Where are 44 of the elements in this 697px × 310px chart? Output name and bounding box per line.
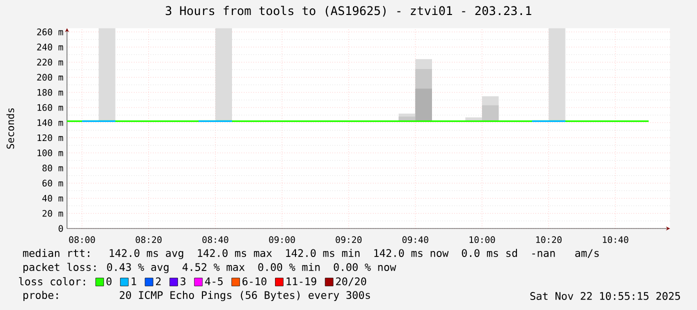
y-tick-label: 20 m (42, 210, 64, 217)
x-tick-label: 08:40 (202, 236, 228, 244)
legend-label: 20/20 (336, 277, 366, 286)
y-tick-label: 40 m (42, 194, 64, 202)
x-tick-label: 10:40 (602, 236, 628, 244)
text: packet loss: 0.43 % avg 4.52 % max 0.00 % min 0.00 % now (23, 262, 396, 274)
legend-label: 3 (180, 277, 186, 286)
y-tick-label: 160 m (38, 104, 64, 111)
legend-label: 6-10 (242, 277, 266, 286)
y-tick-label: 60 m (42, 180, 64, 187)
x-tick-label: 09:00 (269, 236, 295, 244)
x-tick-label: 10:20 (536, 236, 562, 244)
x-tick-label: 09:40 (402, 236, 428, 244)
legend-title: loss color: (19, 277, 85, 286)
x-tick-label: 09:20 (336, 236, 362, 244)
bar (548, 28, 566, 122)
x-tick-label: 08:00 (69, 236, 95, 244)
y-tick-label: 80 m (42, 164, 64, 172)
bar (415, 88, 432, 122)
y-tick-label: 260 m (37, 28, 64, 36)
legend-label: 1 (132, 277, 136, 286)
y-tick-label: 220 m (37, 58, 64, 66)
y-tick-label: 180 m (38, 89, 64, 96)
y-tick-label: 100 m (38, 150, 64, 156)
chart-title: 3 Hours from tools to (AS19625) - ztvi01 - 203.23.1 (166, 6, 532, 17)
y-tick-label: 120 m (38, 134, 64, 142)
y-tick-label: 140 m (38, 119, 64, 126)
bar (98, 28, 116, 122)
y-tick-label: 240 m (37, 44, 64, 50)
legend-label: 4-5 (205, 277, 223, 286)
legend-label: 0 (106, 277, 112, 286)
y-tick-label: 200 m (37, 74, 64, 81)
text: median rtt: 142.0 ms avg 142.0 ms max 142.0 ms min 142.0 ms now 0.0 ms sd -nan am/s (23, 248, 599, 260)
legend-label: 11-19 (286, 277, 316, 286)
bar (215, 28, 232, 122)
bar (398, 116, 416, 122)
x-tick-label: 08:20 (136, 236, 162, 244)
y-tick-label: 0 (58, 225, 63, 232)
text: probe: 20 ICMP Echo Pings (56 Bytes) every 300s (23, 290, 370, 302)
x-tick-label: 10:00 (470, 236, 495, 244)
y-axis-title: Seconds (6, 108, 14, 149)
bar (482, 105, 499, 122)
legend-label: 2 (156, 277, 161, 286)
text: Sat Nov 22 10:55:15 2025 (530, 292, 680, 300)
